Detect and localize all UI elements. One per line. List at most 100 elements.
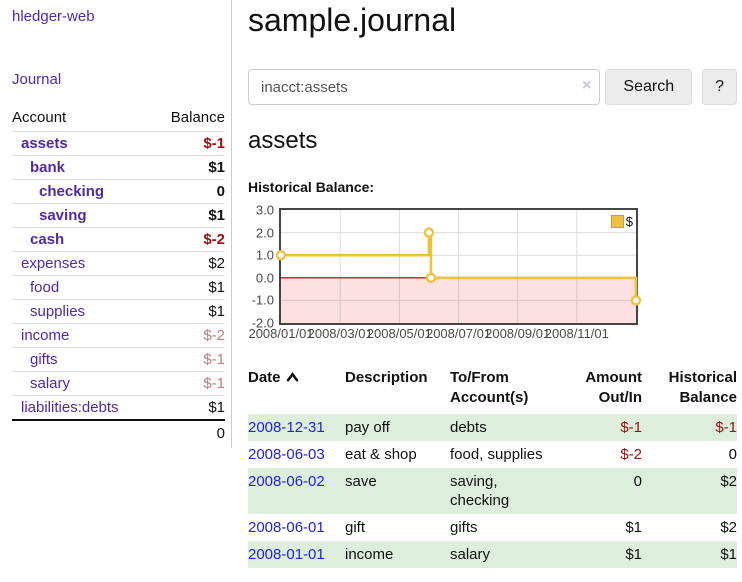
- main-content: sample.journal × Search ? assets Histori…: [232, 0, 742, 568]
- account-title: assets: [248, 127, 318, 154]
- x-tick-label: 2008/11/01: [544, 326, 609, 341]
- account-balance: $-1: [153, 371, 225, 396]
- transaction-date-link[interactable]: 2008-01-01: [248, 546, 325, 563]
- account-balance: $-1: [153, 131, 225, 156]
- transaction-description: income: [345, 546, 394, 563]
- account-balance: $-1: [153, 347, 225, 372]
- account-link[interactable]: gifts: [30, 351, 58, 368]
- transaction-balance: $2: [720, 519, 737, 536]
- register-table: Date Description To/From Account(s) Amou…: [248, 366, 737, 568]
- transaction-balance: $2: [720, 473, 737, 490]
- account-row: liabilities:debts $1: [12, 395, 225, 421]
- transaction-balance: $1: [720, 546, 737, 563]
- transaction-date-link[interactable]: 2008-06-02: [248, 473, 325, 490]
- account-balance: $-2: [153, 323, 225, 348]
- transaction-amount: 0: [633, 473, 642, 490]
- account-row: gifts $-1: [12, 347, 225, 372]
- chart-plot-area: $: [275, 208, 642, 325]
- account-row: food $1: [12, 275, 225, 300]
- account-link[interactable]: cash: [30, 231, 65, 248]
- x-tick-label: 2008/07/01: [425, 326, 492, 341]
- y-tick-label: -2.0: [251, 315, 274, 331]
- account-balance: 0: [153, 179, 225, 204]
- transaction-amount: $1: [625, 519, 642, 536]
- date-column-header[interactable]: Date: [248, 366, 345, 414]
- account-row: salary $-1: [12, 371, 225, 396]
- transaction-accounts: saving, checking: [450, 473, 510, 509]
- account-link[interactable]: liabilities:debts: [21, 399, 119, 416]
- transaction-accounts: salary: [450, 546, 491, 563]
- chart-x-axis: 2008/01/01 2008/03/01 2008/05/01 2008/07/01…: [248, 325, 636, 342]
- transaction-date-link[interactable]: 2008-12-31: [248, 419, 325, 436]
- x-tick-label: 2008/01/01: [248, 326, 314, 341]
- transaction-amount: $-2: [620, 446, 642, 463]
- transaction-amount: $-1: [620, 419, 642, 436]
- transaction-accounts: food, supplies: [450, 446, 543, 463]
- account-row: saving $1: [12, 203, 225, 228]
- transaction-amount: $1: [625, 546, 642, 563]
- y-tick-label: 0.0: [255, 270, 274, 286]
- chart-y-axis: 3.0 2.0 1.0 0.0 -1.0 -2.0: [248, 203, 274, 331]
- transaction-description: save: [345, 473, 377, 490]
- transaction-accounts: debts: [450, 419, 487, 436]
- balance-column-header: Historical Balance: [668, 369, 737, 406]
- transaction-balance: $-1: [715, 419, 737, 436]
- chart-title: Historical Balance:: [248, 179, 375, 195]
- y-tick-label: 3.0: [255, 202, 274, 218]
- legend-swatch-icon: [610, 215, 624, 228]
- accounts-total-row: 0: [12, 419, 225, 446]
- account-balance: $1: [153, 203, 225, 228]
- transaction-balance: 0: [728, 446, 737, 463]
- account-link[interactable]: bank: [30, 159, 66, 176]
- account-row: assets $-1: [12, 131, 225, 156]
- y-tick-label: 1.0: [255, 247, 274, 263]
- transaction-row: 2008-06-03 eat & shop food, supplies $-2…: [248, 441, 737, 468]
- account-row: checking 0: [12, 179, 225, 204]
- transaction-date-link[interactable]: 2008-06-03: [248, 446, 325, 463]
- account-link[interactable]: saving: [39, 207, 87, 224]
- account-balance: $1: [153, 395, 225, 421]
- x-tick-label: 2008/05/01: [366, 326, 432, 341]
- account-link[interactable]: expenses: [21, 255, 86, 272]
- accounts-total-balance: 0: [153, 419, 225, 446]
- transaction-description: pay off: [345, 419, 390, 436]
- account-balance: $1: [153, 299, 225, 324]
- amount-column-header: Amount Out/In: [585, 369, 642, 406]
- balance-chart: 3.0 2.0 1.0 0.0 -1.0 -2.0 $: [248, 203, 737, 331]
- page-title: sample.journal: [248, 2, 457, 38]
- account-column-header: Account: [12, 105, 154, 132]
- account-link[interactable]: food: [30, 279, 60, 296]
- transaction-row: 2008-06-01 gift gifts $1 $2: [248, 514, 737, 541]
- transaction-row: 2008-12-31 pay off debts $-1 $-1: [248, 414, 737, 441]
- transaction-date-link[interactable]: 2008-06-01: [248, 519, 325, 536]
- account-link[interactable]: checking: [39, 183, 105, 200]
- account-balance: $1: [153, 275, 225, 300]
- sidebar-item-journal[interactable]: Journal: [12, 71, 62, 88]
- x-tick-label: 2008/03/01: [307, 326, 373, 341]
- accounts-column-header: To/From Account(s): [450, 369, 529, 406]
- account-balance: $-2: [153, 227, 225, 252]
- clear-search-icon[interactable]: ×: [582, 77, 592, 94]
- account-row: supplies $1: [12, 299, 225, 324]
- account-row: expenses $2: [12, 251, 225, 276]
- account-link[interactable]: supplies: [30, 303, 86, 320]
- accounts-table: Account Balance assets $-1 bank $1 check…: [12, 105, 225, 446]
- transaction-row: 2008-06-02 save saving, checking 0 $2: [248, 468, 737, 514]
- account-link[interactable]: salary: [30, 375, 71, 392]
- transaction-accounts: gifts: [450, 519, 478, 536]
- account-link[interactable]: income: [21, 327, 70, 344]
- account-link[interactable]: assets: [21, 135, 68, 152]
- y-tick-label: 2.0: [255, 225, 274, 241]
- help-button[interactable]: ?: [702, 69, 737, 105]
- transaction-description: eat & shop: [345, 446, 417, 463]
- chart-canvas: [275, 210, 642, 323]
- legend-label: $: [625, 214, 633, 229]
- sidebar: hledger-web Journal Account Balance asse…: [0, 0, 232, 448]
- y-tick-label: -1.0: [251, 292, 274, 308]
- register-header-row: Date Description To/From Account(s) Amou…: [248, 366, 737, 414]
- account-row: bank $1: [12, 155, 225, 180]
- search-input[interactable]: [248, 69, 601, 105]
- search-button[interactable]: Search: [605, 69, 693, 105]
- app-title-link[interactable]: hledger-web: [12, 8, 95, 25]
- sort-ascending-icon: [286, 368, 299, 388]
